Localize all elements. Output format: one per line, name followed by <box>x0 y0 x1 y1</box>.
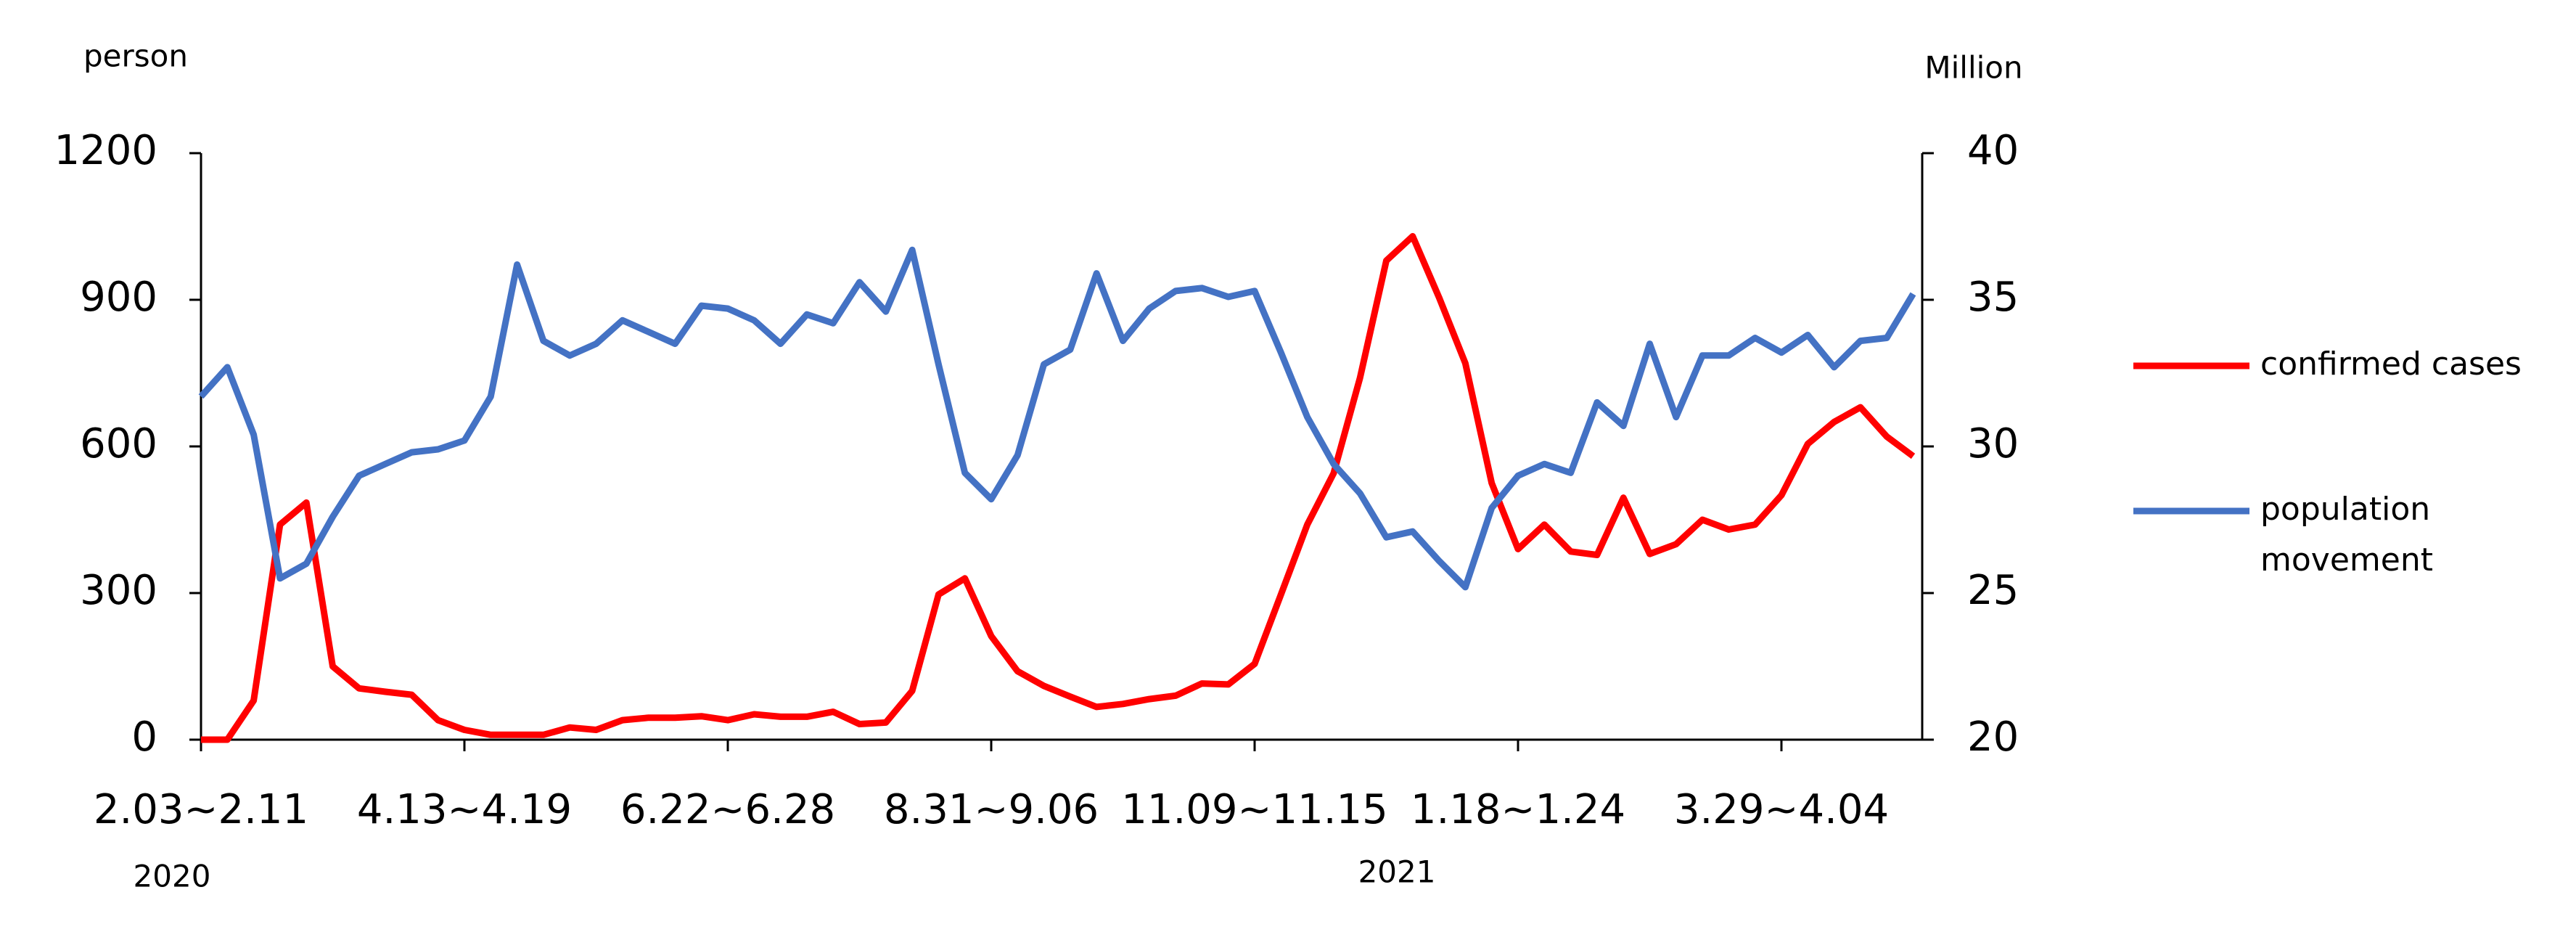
y-axis-title: person <box>83 38 188 74</box>
x-tick-label: 4.13~4.19 <box>357 786 572 833</box>
y2-tick-label: 25 <box>1967 567 2019 614</box>
series-line <box>201 233 1916 743</box>
legend-label: confirmed cases <box>2260 346 2522 383</box>
y2-tick-label: 40 <box>1967 127 2019 174</box>
y-tick-label: 300 <box>80 567 157 614</box>
x-tick-label: 1.18~1.24 <box>1411 786 1625 833</box>
legend-label: population movement <box>2260 491 2433 579</box>
year-label: 2020 <box>134 859 211 894</box>
x-tick-label: 6.22~6.28 <box>620 786 835 833</box>
x-tick-label: 2.03~2.11 <box>94 786 308 833</box>
y-tick-label: 600 <box>80 420 157 467</box>
y2-axis-title: Million <box>1924 50 2022 86</box>
year-label: 2021 <box>1358 854 1436 890</box>
x-tick-label: 8.31~9.06 <box>884 786 1099 833</box>
y-tick-label: 1200 <box>54 127 157 174</box>
y-tick-label: 0 <box>131 714 157 761</box>
x-tick-label: 3.29~4.04 <box>1674 786 1889 833</box>
y2-tick-label: 35 <box>1967 274 2019 321</box>
y2-tick-label: 30 <box>1967 420 2019 467</box>
series-line <box>198 246 1916 591</box>
y-tick-label: 900 <box>80 274 157 321</box>
x-tick-label: 11.09~11.15 <box>1121 786 1388 833</box>
y2-tick-label: 20 <box>1967 714 2019 761</box>
